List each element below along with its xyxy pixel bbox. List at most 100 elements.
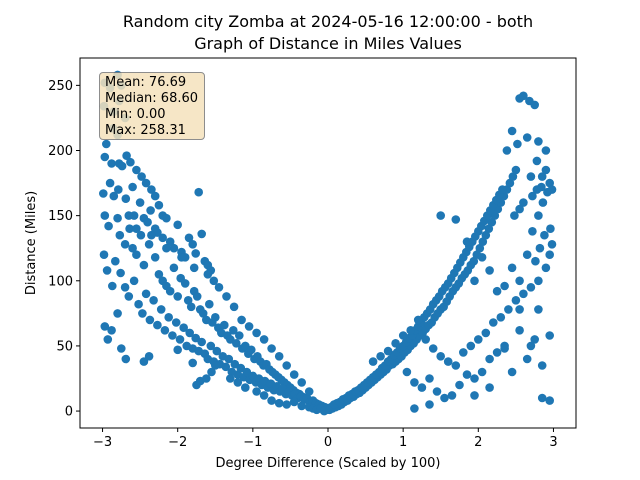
data-point [107,326,116,335]
data-point [229,326,238,335]
data-point [530,335,539,344]
data-point [139,260,149,270]
data-point [169,263,179,273]
data-point [175,335,185,344]
data-point [188,358,197,368]
data-point [451,215,461,224]
x-axis-label: Degree Difference (Scaled by 100) [216,456,441,471]
data-point [528,227,537,236]
data-point [156,305,166,314]
data-point [198,309,208,318]
data-point [185,328,194,338]
x-tick-label: 3 [549,435,557,450]
data-point [297,378,307,387]
data-point [247,345,256,355]
data-point [104,221,113,231]
data-point [545,250,554,259]
data-point [487,217,497,227]
data-point [485,266,494,275]
data-point [226,374,235,383]
data-point [466,341,476,351]
y-tick-label: 100 [48,274,73,289]
data-point [132,165,141,175]
data-point [173,292,182,301]
data-point [154,200,164,210]
data-point [120,283,130,292]
data-point [124,292,134,301]
data-point [515,305,524,314]
data-point [417,383,427,392]
x-tick-label: −3 [93,435,112,450]
data-point [237,315,246,325]
data-point [267,396,276,405]
chart-title-line-2: Graph of Distance in Miles Values [194,34,462,53]
y-axis-ticks: 0 50 100 150 200 250 [48,79,80,420]
data-point [103,335,113,344]
data-point [545,178,554,188]
data-point [541,146,551,155]
x-tick-label: −2 [168,435,187,450]
data-point [165,286,175,296]
data-point [289,397,299,407]
data-point [160,326,170,335]
data-point [252,387,261,396]
data-point [528,191,537,201]
data-point [522,250,532,259]
data-point [102,266,112,275]
data-point [115,230,125,240]
data-point [128,243,137,253]
data-point [504,305,513,314]
data-point [425,374,434,383]
data-point [547,240,557,249]
data-point [120,240,130,249]
data-point [186,302,196,312]
data-point [125,224,134,233]
data-point [274,398,284,408]
data-point [205,299,214,309]
stat-max: Max: 258.31 [105,123,186,138]
data-point [498,185,507,194]
data-point [132,250,141,259]
data-point [165,237,175,246]
data-point [267,344,276,353]
data-point [485,354,494,364]
data-point [470,276,479,286]
data-point [546,224,555,233]
data-point [149,296,158,305]
data-point [477,252,487,262]
data-point [481,328,491,338]
data-point [99,189,108,198]
data-point [522,133,532,142]
data-point [410,404,419,413]
data-point [138,309,147,318]
data-point [220,320,229,330]
data-point [173,220,182,230]
data-point [100,211,110,220]
data-point [537,393,547,403]
data-point [535,243,545,253]
y-tick-label: 150 [48,209,73,224]
data-point [111,256,120,266]
data-point [179,323,188,333]
data-point [232,339,241,348]
data-point [202,374,211,383]
data-point [485,383,494,392]
data-point [113,213,122,223]
stat-min: Min: 0.00 [105,107,166,122]
data-point [534,276,543,286]
data-point [534,211,543,220]
data-point [432,387,442,396]
data-point [545,396,554,405]
data-point [144,240,154,249]
data-point [107,159,116,168]
data-point [274,352,284,361]
data-point [171,318,181,327]
data-point [141,178,151,188]
data-point [143,217,152,227]
data-point [135,198,145,207]
data-point [177,252,186,262]
data-point [109,191,119,201]
data-point [147,185,156,194]
data-point [304,387,314,396]
data-point [502,146,512,155]
